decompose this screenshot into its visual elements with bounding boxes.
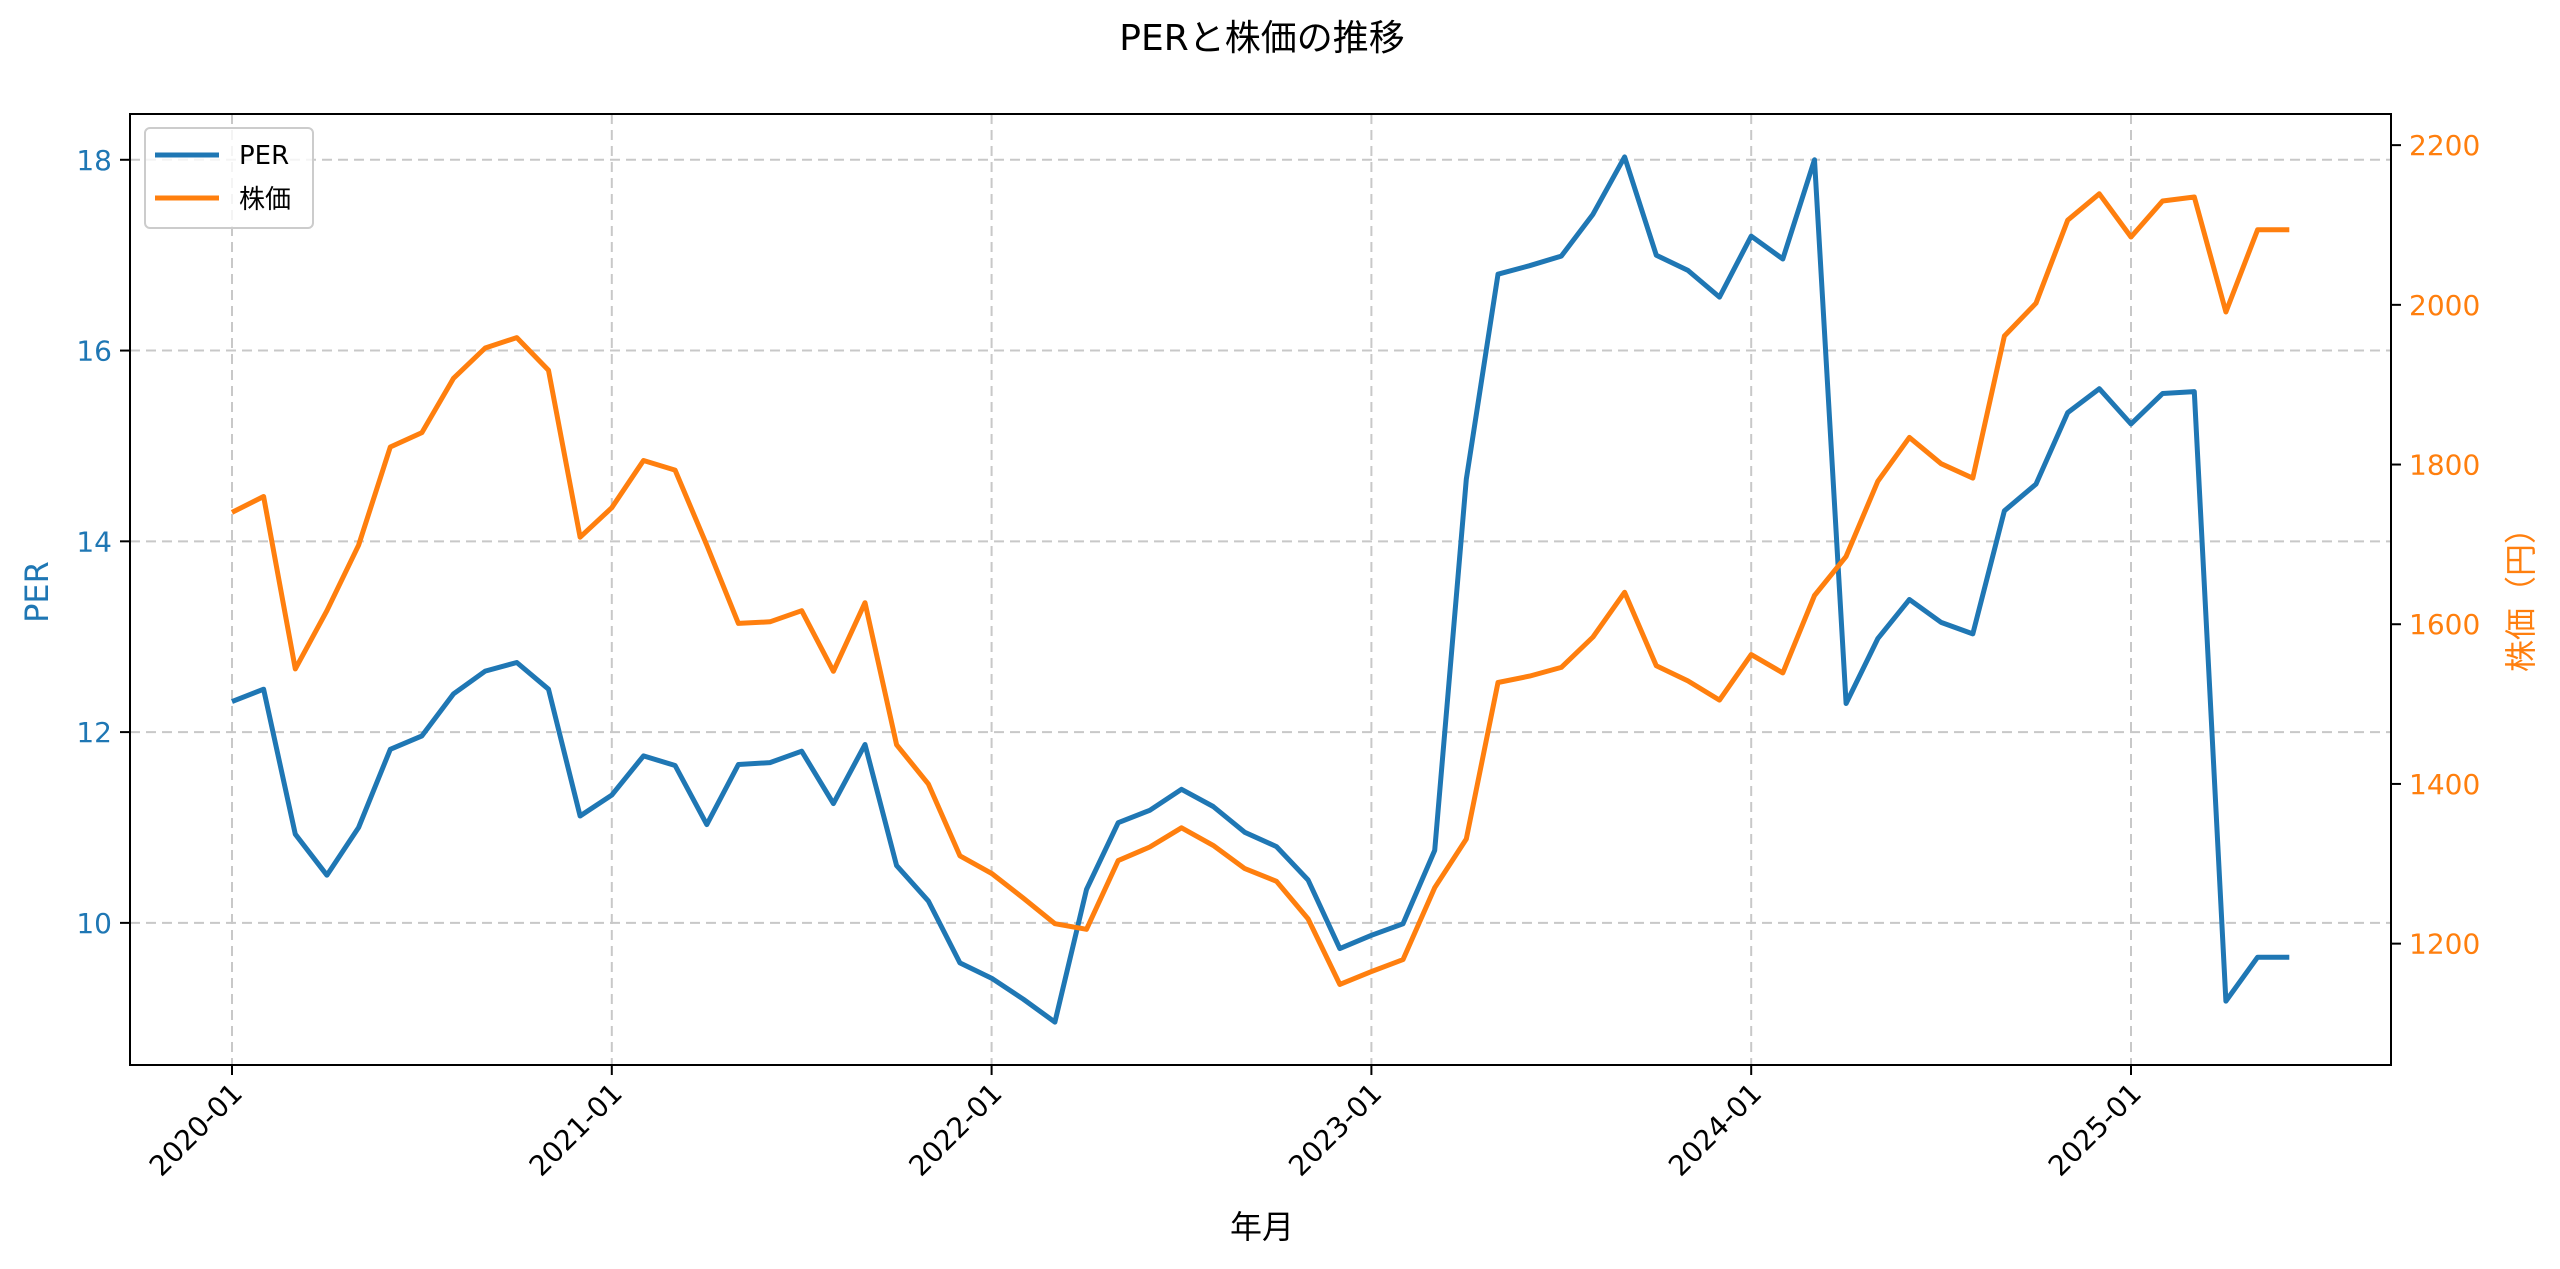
left-y-tick-label: 14 <box>76 525 112 558</box>
right-y-axis: 1200 1400 1600 1800 2000 2200 <box>2391 129 2480 961</box>
left-y-tick-label: 10 <box>76 907 112 940</box>
plot-frame <box>129 113 2392 1066</box>
left-y-tick-label: 18 <box>76 144 112 177</box>
right-y-tick-label: 2000 <box>2409 289 2480 322</box>
series-lines <box>230 154 2290 1025</box>
x-tick-label: 2022-01 <box>902 1077 1008 1183</box>
x-tick-label: 2023-01 <box>1282 1077 1388 1183</box>
right-y-tick-label: 1800 <box>2409 449 2480 482</box>
legend-price-label: 株価 <box>239 185 291 215</box>
x-tick-label: 2024-01 <box>1662 1077 1768 1183</box>
right-y-axis-label: 株価（円） <box>2502 512 2540 672</box>
x-tick-label: 2020-01 <box>143 1077 249 1183</box>
x-tick-label: 2021-01 <box>523 1077 629 1183</box>
right-y-tick-label: 1400 <box>2409 768 2480 801</box>
right-y-tick-label: 1600 <box>2409 608 2480 641</box>
left-y-tick-label: 16 <box>76 335 112 368</box>
x-tick-label: 2025-01 <box>2042 1077 2148 1183</box>
price-line <box>230 191 2290 987</box>
left-y-tick-label: 12 <box>76 716 112 749</box>
left-y-axis: 10 12 14 16 18 <box>76 144 130 940</box>
grid <box>130 114 2391 1065</box>
chart-title: PERと株価の推移 <box>1119 18 1404 59</box>
legend-per-label: PER <box>239 141 289 171</box>
legend: PER 株価 <box>144 127 314 229</box>
right-y-tick-label: 2200 <box>2409 129 2480 162</box>
x-axis: 2020-01 2021-01 2022-01 2023-01 2024-01 2025-… <box>143 1065 2148 1183</box>
x-axis-label: 年月 <box>1230 1208 1294 1246</box>
per-line <box>231 154 2290 1025</box>
left-y-axis-label: PER <box>18 561 56 623</box>
right-y-tick-label: 1200 <box>2409 928 2480 961</box>
